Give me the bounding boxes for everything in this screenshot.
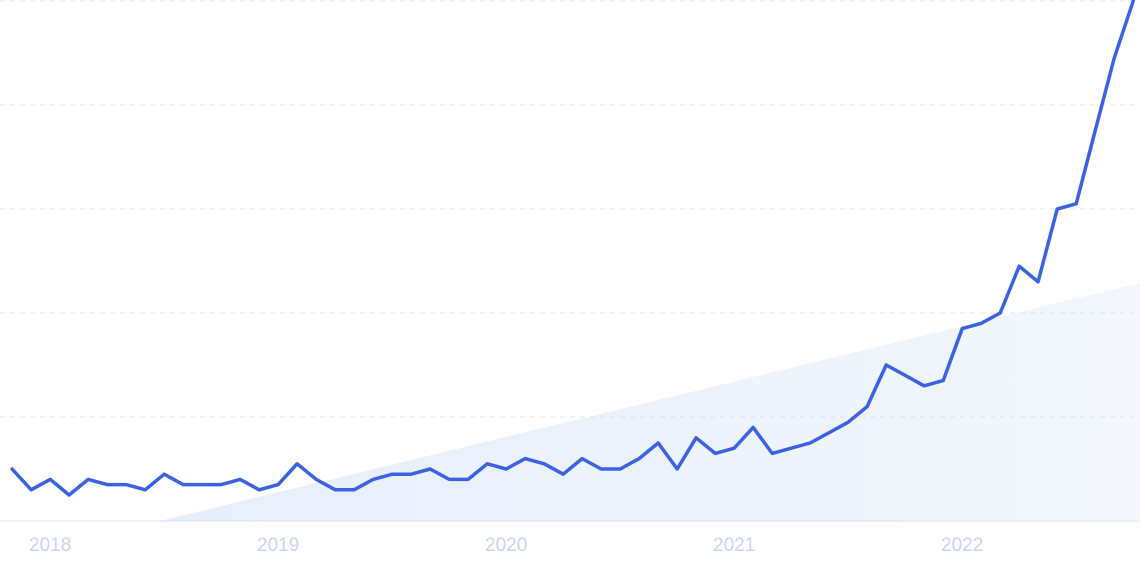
trend-line xyxy=(10,0,1135,497)
x-tick-label: 2022 xyxy=(941,535,983,556)
x-tick-label: 2019 xyxy=(257,535,299,556)
x-tick-label: 2018 xyxy=(29,535,71,556)
x-tick-label: 2020 xyxy=(485,535,527,556)
x-tick-label: 2021 xyxy=(713,535,755,556)
trend-area xyxy=(160,283,1140,521)
